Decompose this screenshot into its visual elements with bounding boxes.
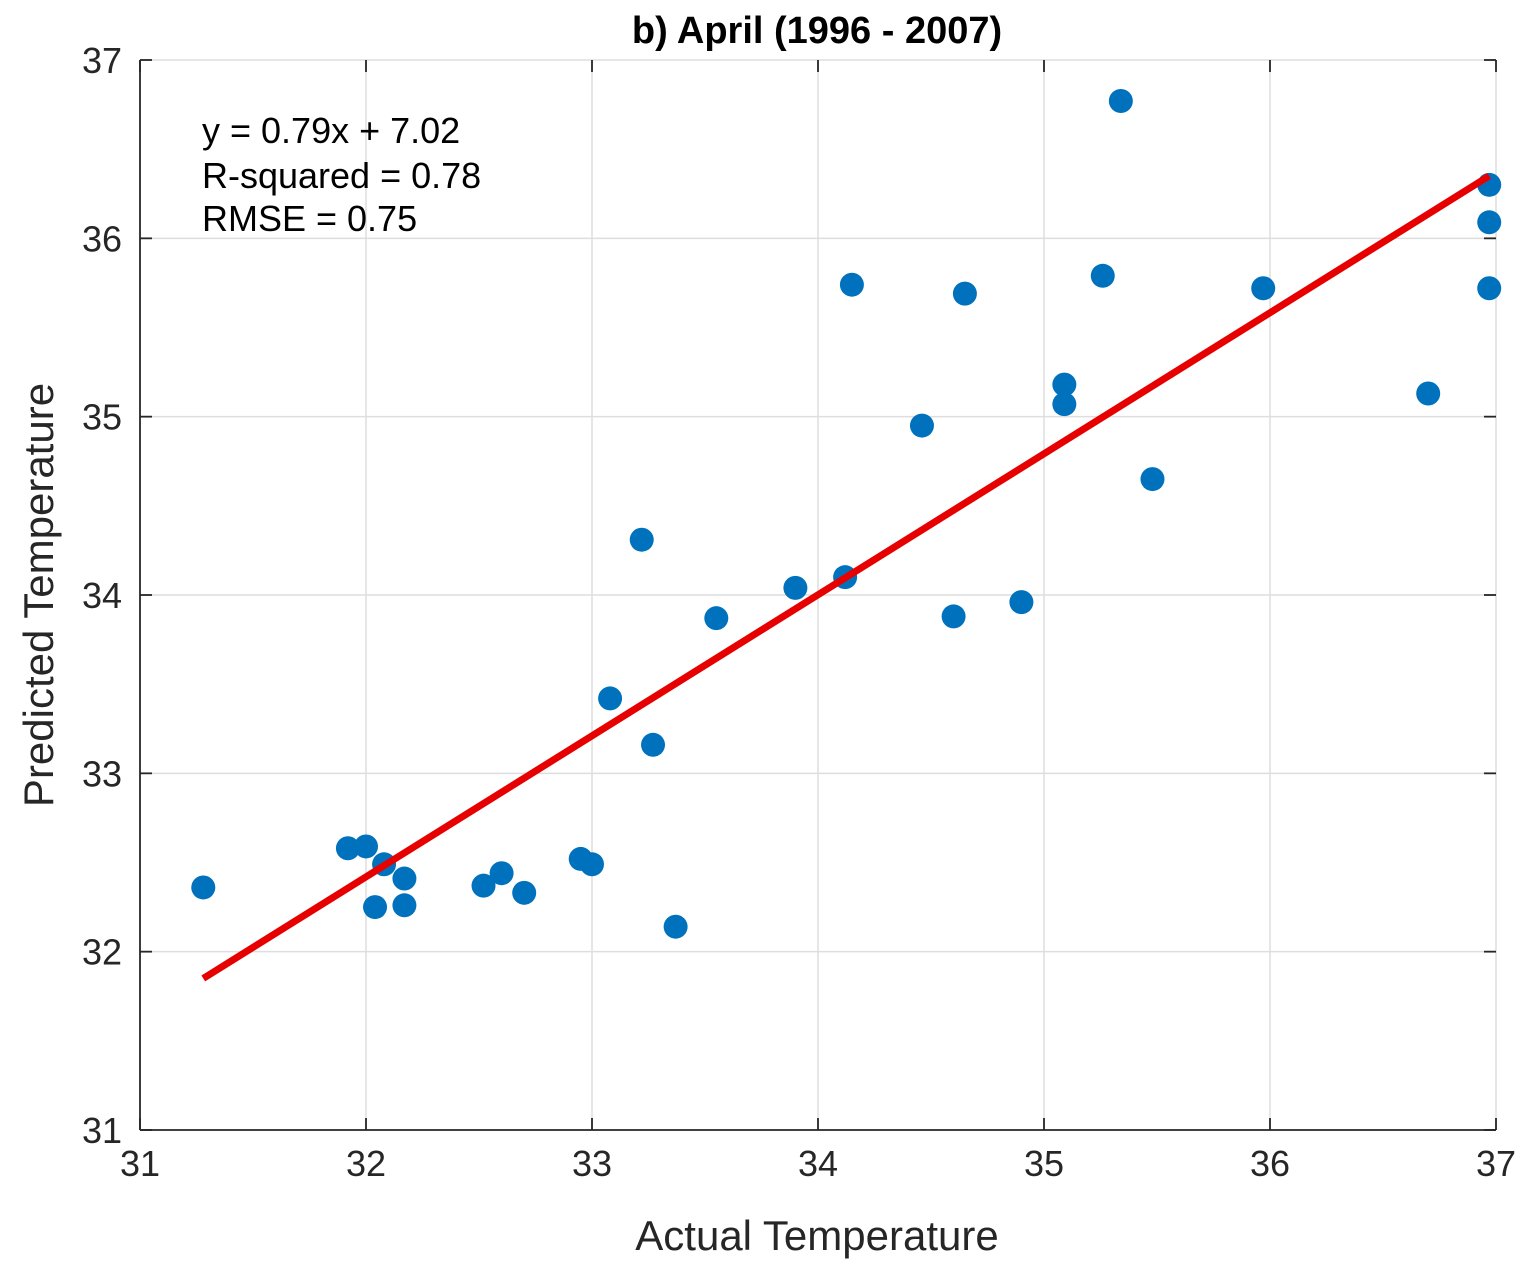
annotation-equation: y = 0.79x + 7.02 bbox=[202, 110, 460, 151]
data-point bbox=[335, 836, 360, 861]
ticks: 31 32 33 34 35 36 37 31 32 33 34 35 36 37 bbox=[82, 40, 1516, 1184]
data-point bbox=[1052, 392, 1077, 417]
data-point bbox=[1052, 372, 1077, 397]
data-point bbox=[1477, 276, 1502, 301]
data-point bbox=[598, 686, 623, 711]
x-tick-label: 37 bbox=[1476, 1143, 1516, 1184]
data-point bbox=[1477, 210, 1502, 235]
x-tick-label: 32 bbox=[346, 1143, 386, 1184]
data-point bbox=[629, 527, 654, 552]
y-tick-label: 34 bbox=[82, 575, 122, 616]
data-point bbox=[704, 606, 729, 631]
data-point bbox=[952, 281, 977, 306]
series bbox=[191, 89, 1502, 982]
data-point bbox=[641, 732, 666, 757]
data-point bbox=[1416, 381, 1441, 406]
data-point bbox=[191, 875, 216, 900]
data-point bbox=[909, 413, 934, 438]
data-point bbox=[839, 272, 864, 297]
data-point bbox=[580, 852, 604, 877]
data-point bbox=[663, 914, 688, 939]
data-point bbox=[1090, 263, 1115, 288]
x-tick-label: 36 bbox=[1250, 1143, 1290, 1184]
data-point bbox=[1108, 89, 1133, 114]
annotation-rmse: RMSE = 0.75 bbox=[202, 198, 417, 239]
y-tick-label: 32 bbox=[82, 932, 122, 973]
data-point bbox=[512, 880, 537, 905]
data-point bbox=[354, 834, 378, 859]
x-tick-label: 34 bbox=[798, 1143, 838, 1184]
data-point bbox=[941, 604, 966, 629]
x-axis-label: Actual Temperature bbox=[635, 1212, 998, 1259]
data-point bbox=[1251, 276, 1276, 301]
data-point bbox=[471, 873, 496, 898]
data-point bbox=[392, 893, 417, 918]
y-tick-label: 37 bbox=[82, 40, 122, 81]
data-point bbox=[783, 575, 808, 600]
data-point bbox=[363, 895, 388, 920]
data-point bbox=[1140, 467, 1165, 492]
annotation-r-squared: R-squared = 0.78 bbox=[202, 155, 481, 196]
fit-line bbox=[201, 172, 1492, 982]
chart-title: b) April (1996 - 2007) bbox=[632, 10, 1002, 52]
y-tick-label: 33 bbox=[82, 753, 122, 794]
x-tick-label: 33 bbox=[572, 1143, 612, 1184]
data-point bbox=[489, 861, 514, 886]
x-tick-label: 31 bbox=[120, 1143, 160, 1184]
y-tick-label: 31 bbox=[82, 1110, 122, 1151]
data-point bbox=[392, 866, 417, 891]
x-tick-label: 35 bbox=[1024, 1143, 1064, 1184]
y-tick-label: 36 bbox=[82, 218, 122, 259]
y-tick-label: 35 bbox=[82, 397, 122, 438]
y-axis-label: Predicted Temperature bbox=[15, 383, 62, 807]
data-point bbox=[1009, 590, 1034, 615]
